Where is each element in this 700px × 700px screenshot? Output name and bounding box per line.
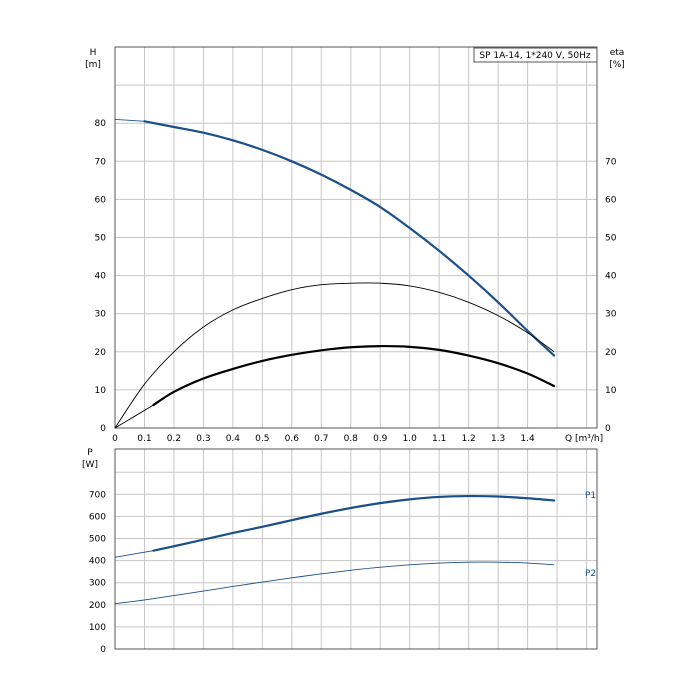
y-tick-label: 30	[95, 310, 107, 320]
y-tick-label: 70	[95, 157, 107, 167]
x-tick-label: 1.2	[461, 434, 475, 444]
x-tick-label: 1.1	[432, 434, 446, 444]
x-tick-label: 0	[112, 434, 118, 444]
y2-tick-label: 40	[605, 272, 617, 282]
y2-tick-label: 20	[605, 348, 617, 358]
y2-tick-label: 50	[605, 234, 617, 244]
power-p1-curve	[152, 494, 556, 552]
bottom-chart-grid	[115, 449, 597, 649]
series-labels: P1 P2	[585, 491, 596, 579]
y-tick-label: 0	[100, 424, 106, 434]
y2-tick-label: 0	[605, 424, 611, 434]
x-tick-label: 0.7	[314, 434, 328, 444]
x-tick-label: 0.6	[285, 434, 300, 444]
top-x-tick-labels: 0 0.1 0.2 0.3 0.4 0.5 0.6 0.7 0.8 0.9 1.0 1.1 1.2 1.3…	[112, 434, 535, 444]
x-axis-label: Q [m³/h]	[565, 434, 603, 444]
power-tick-label: 300	[89, 579, 106, 589]
y-tick-label: 20	[95, 348, 107, 358]
power-tick-label: 600	[89, 512, 106, 522]
x-tick-label: 1.3	[491, 434, 505, 444]
y2-axis-unit: [%]	[609, 60, 625, 70]
x-tick-label: 0.4	[226, 434, 241, 444]
y-tick-label: 10	[95, 386, 107, 396]
power-axis-unit: [W]	[82, 460, 98, 470]
y-axis-label: H	[90, 48, 97, 58]
top-y-tick-labels: 0 10 20 30 40 50 60 70 80	[95, 119, 107, 434]
y-tick-label: 50	[95, 234, 107, 244]
power-tick-label: 100	[89, 623, 106, 633]
chart-title: SP 1A-14, 1*240 V, 50Hz	[479, 51, 590, 61]
top-chart-curves	[114, 118, 556, 429]
y-axis-unit: [m]	[85, 60, 101, 70]
head-thin-segment	[114, 118, 145, 122]
y2-tick-label: 10	[605, 386, 617, 396]
power-tick-label: 500	[89, 535, 106, 545]
bottom-chart-curves	[114, 494, 556, 605]
x-tick-label: 1.4	[520, 434, 535, 444]
x-tick-label: 0.5	[255, 434, 269, 444]
power-tick-label: 700	[89, 490, 106, 500]
power-axis-label: P	[87, 448, 93, 458]
bottom-y-tick-labels: 0 100 200 300 400 500 600 700	[89, 490, 106, 655]
x-tick-label: 0.1	[137, 434, 151, 444]
x-tick-label: 1.0	[403, 434, 418, 444]
y2-tick-label: 70	[605, 157, 617, 167]
x-tick-label: 0.2	[167, 434, 181, 444]
chart-title-box: SP 1A-14, 1*240 V, 50Hz	[473, 47, 598, 63]
power-p2-thin-segment	[114, 561, 555, 605]
y2-axis-label: eta	[610, 48, 625, 58]
power-p1-thin-segment	[114, 550, 154, 558]
head-curve	[143, 120, 556, 357]
y-tick-label: 60	[95, 195, 107, 205]
series-label-p2: P2	[585, 569, 596, 579]
bottom-chart-frame	[114, 448, 598, 650]
top-y2-tick-labels: 0 10 20 30 40 50 60 70	[605, 157, 617, 434]
power-tick-label: 0	[100, 645, 106, 655]
power-tick-label: 400	[89, 557, 106, 567]
y2-tick-label: 30	[605, 310, 617, 320]
y-tick-label: 40	[95, 272, 107, 282]
series-label-p1: P1	[585, 491, 596, 501]
top-chart-frame	[114, 46, 598, 429]
top-chart-grid	[115, 47, 597, 428]
y2-tick-label: 60	[605, 195, 617, 205]
power-tick-label: 200	[89, 601, 106, 611]
x-tick-label: 0.8	[344, 434, 359, 444]
efficiency-pump-curve	[152, 344, 556, 407]
y-tick-label: 80	[95, 119, 107, 129]
x-tick-label: 0.3	[196, 434, 210, 444]
efficiency-pump-thin-segment	[114, 404, 154, 429]
efficiency-total-thin-segment	[114, 282, 555, 429]
x-tick-label: 0.9	[373, 434, 388, 444]
